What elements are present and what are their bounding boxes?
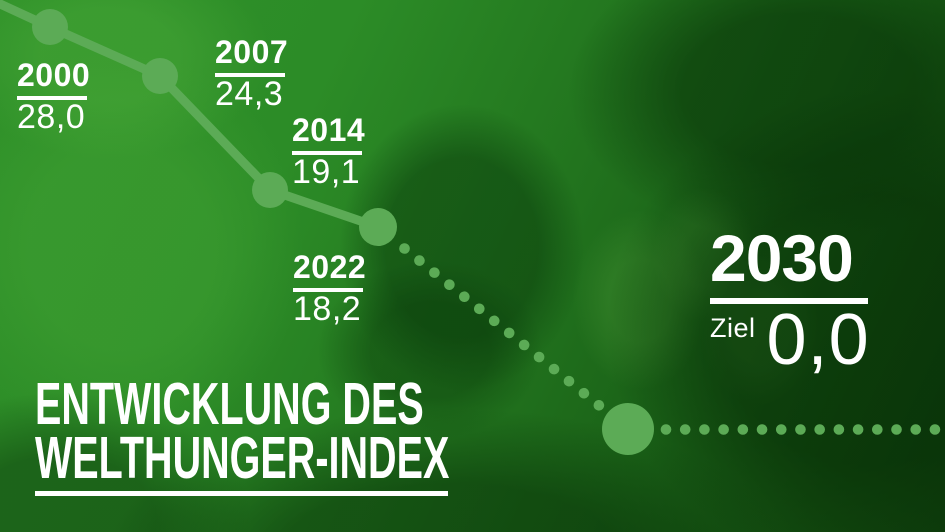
year-label: 2000 [17, 57, 91, 93]
year-label: 2022 [293, 249, 367, 285]
value-label: 18,2 [293, 290, 362, 328]
value-label: 19,1 [292, 153, 361, 191]
label-underline [215, 73, 285, 77]
label-underline [17, 96, 87, 100]
year-label: 2030 [710, 221, 854, 295]
data-label-2007: 2007 24,3 [215, 34, 289, 113]
value-label: 28,0 [17, 98, 86, 136]
target-value-row: Ziel 0,0 [710, 300, 870, 380]
target-prefix-label: Ziel [710, 313, 756, 343]
data-label-2000: 2000 28,0 [17, 57, 91, 136]
data-label-2014: 2014 19,1 [292, 112, 366, 191]
chart-title-line2: WELTHUNGER-INDEX [35, 425, 450, 491]
year-label: 2007 [215, 34, 289, 70]
point-marker-2022 [359, 208, 397, 246]
chart-title-block: ENTWICKLUNG DES WELTHUNGER-INDEX [35, 371, 653, 496]
point-marker-2000 [32, 9, 68, 45]
year-label: 2014 [292, 112, 366, 148]
value-label: 0,0 [766, 300, 870, 380]
label-underline [710, 298, 868, 304]
point-marker-2030-target [602, 403, 654, 455]
data-label-2030-target: 2030 Ziel 0,0 [710, 221, 870, 380]
chart-title-line1: ENTWICKLUNG DES [35, 371, 424, 437]
point-marker-2014 [252, 172, 288, 208]
value-label: 24,3 [215, 75, 284, 113]
title-underline [35, 491, 448, 496]
chart-title: ENTWICKLUNG DES WELTHUNGER-INDEX [35, 371, 450, 491]
label-underline [292, 151, 362, 155]
trend-line-projection-dotted [399, 243, 612, 417]
data-label-2022: 2022 18,2 [293, 249, 367, 328]
point-marker-2007 [142, 58, 178, 94]
label-underline [293, 288, 363, 292]
